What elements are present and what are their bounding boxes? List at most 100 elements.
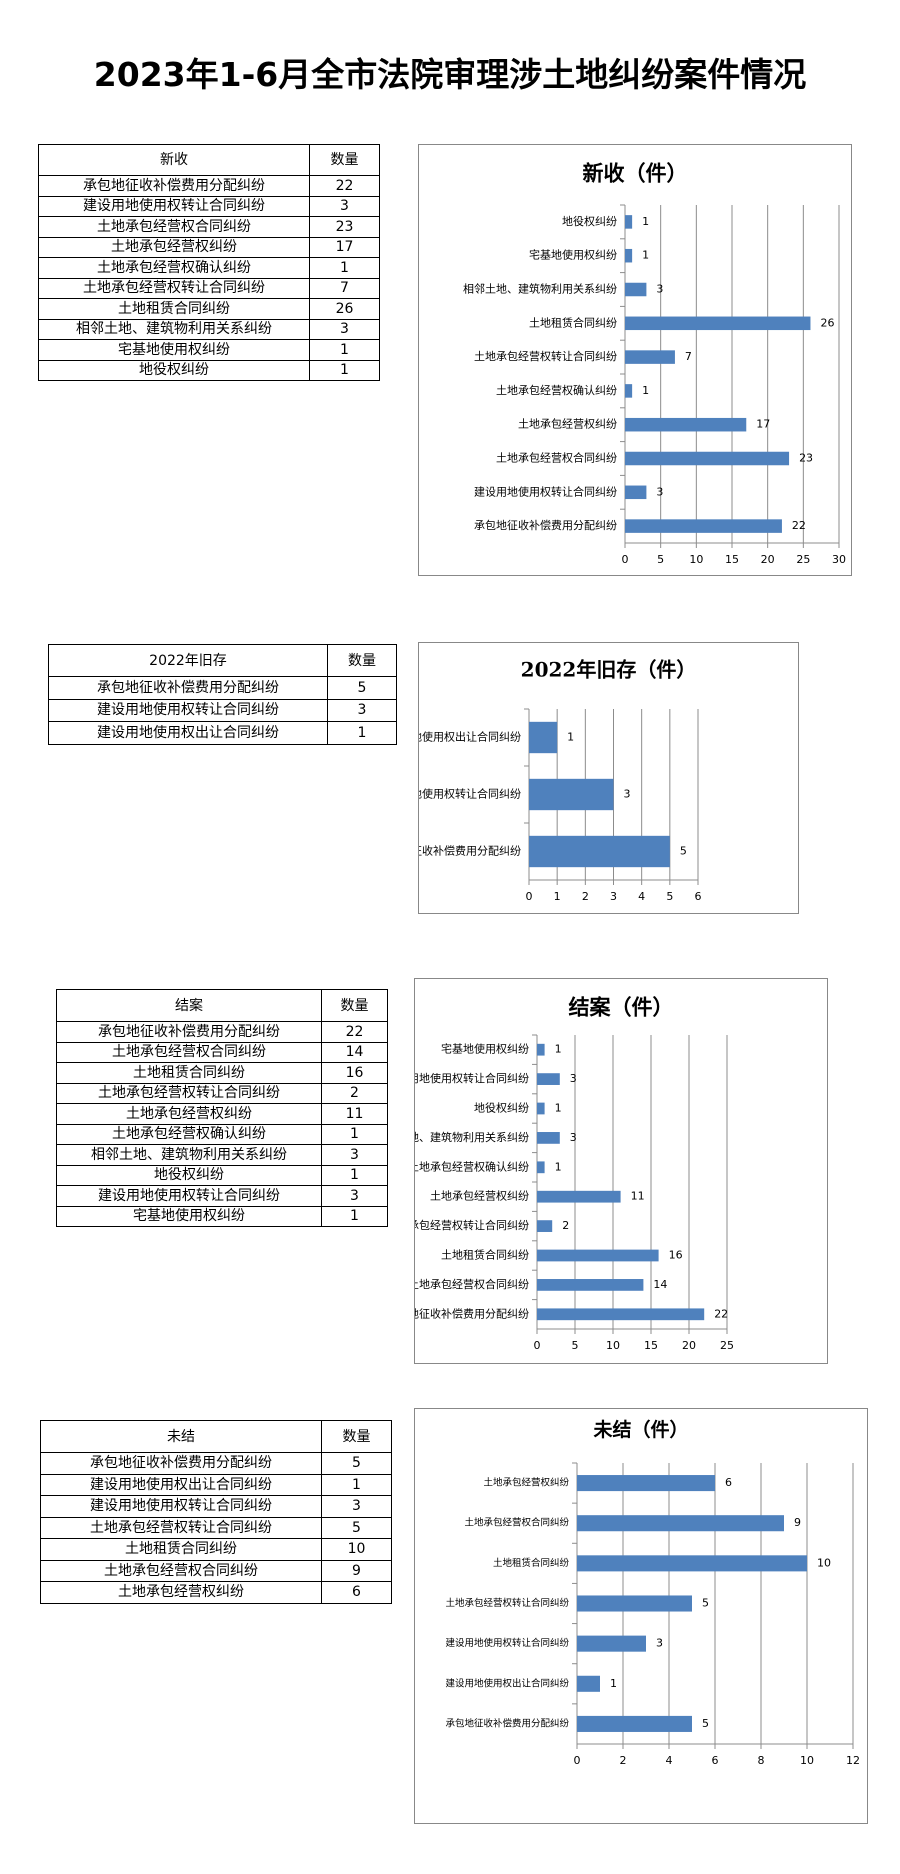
cell-count: 1 xyxy=(309,339,380,361)
data-label: 16 xyxy=(669,1249,683,1262)
cell-count: 3 xyxy=(321,1495,392,1518)
category-label: 承包地征收补偿费用分配纠纷 xyxy=(415,1306,529,1320)
data-label: 23 xyxy=(799,452,813,465)
table-row: 土地承包经营权合同纠纷 14 xyxy=(56,1041,388,1063)
bar xyxy=(537,1102,545,1115)
data-label: 26 xyxy=(820,316,834,329)
table-row: 土地承包经营权合同纠纷 9 xyxy=(40,1559,392,1582)
category-label: 相邻土地、建筑物利用关系纠纷 xyxy=(463,282,617,296)
x-tick-label: 8 xyxy=(758,1754,765,1767)
table-closed-cases: 结案 数量 承包地征收补偿费用分配纠纷 22 土地承包经营权合同纠纷 14 土地租赁合同纠纷… xyxy=(56,989,388,1227)
bar xyxy=(625,519,782,533)
cell-count: 1 xyxy=(321,1473,392,1496)
bar xyxy=(625,316,811,331)
table-row: 土地承包经营权合同纠纷 23 xyxy=(38,216,380,238)
category-label: 地役权纠纷 xyxy=(562,214,617,228)
data-label: 2 xyxy=(562,1219,569,1232)
table-row: 土地租赁合同纠纷 26 xyxy=(38,298,380,320)
cell-count: 1 xyxy=(321,1123,388,1145)
data-label: 1 xyxy=(642,215,649,228)
category-label: 土地承包经营权转让合同纠纷 xyxy=(474,349,617,363)
bar xyxy=(577,1555,807,1572)
table-row: 宅基地使用权纠纷 1 xyxy=(56,1205,388,1227)
x-tick-label: 6 xyxy=(712,1754,719,1767)
cell-category: 承包地征收补偿费用分配纠纷 xyxy=(48,676,328,700)
cell-count: 3 xyxy=(309,318,380,340)
table-row: 土地承包经营权转让合同纠纷 7 xyxy=(38,277,380,299)
data-label: 10 xyxy=(817,1556,831,1569)
bar xyxy=(537,1190,621,1203)
category-label: 土地租赁合同纠纷 xyxy=(529,315,617,329)
bar xyxy=(625,248,633,263)
data-label: 1 xyxy=(610,1677,617,1690)
cell-category: 地役权纠纷 xyxy=(38,359,310,381)
table-row: 土地租赁合同纠纷 16 xyxy=(56,1062,388,1084)
table-row: 建设用地使用权转让合同纠纷 3 xyxy=(56,1185,388,1207)
bar xyxy=(537,1220,553,1232)
cell-category: 建设用地使用权转让合同纠纷 xyxy=(38,195,310,217)
cell-count: 3 xyxy=(321,1144,388,1166)
header-count: 数量 xyxy=(309,144,380,176)
cell-category: 土地承包经营权合同纠纷 xyxy=(56,1041,322,1063)
data-label: 5 xyxy=(680,845,687,858)
category-label: 建设用地使用权转让合同纠纷 xyxy=(474,484,617,498)
bar xyxy=(529,835,670,868)
data-label: 1 xyxy=(555,1160,562,1173)
table-row: 承包地征收补偿费用分配纠纷 5 xyxy=(48,676,397,700)
data-label: 22 xyxy=(714,1307,728,1320)
x-tick-label: 10 xyxy=(606,1339,620,1352)
x-tick-label: 10 xyxy=(800,1754,814,1767)
cell-count: 3 xyxy=(321,1185,388,1207)
cell-category: 建设用地使用权出让合同纠纷 xyxy=(40,1473,322,1496)
table-row: 相邻土地、建筑物利用关系纠纷 3 xyxy=(56,1144,388,1166)
category-label: 承包地征收补偿费用分配纠纷 xyxy=(445,1717,569,1729)
bar xyxy=(625,417,747,432)
data-label: 1 xyxy=(567,731,574,744)
category-label: 宅基地使用权纠纷 xyxy=(441,1042,529,1056)
data-label: 5 xyxy=(702,1597,709,1610)
data-label: 22 xyxy=(792,519,806,532)
category-label: 建设用地使用权出让合同纠纷 xyxy=(419,730,521,744)
cell-category: 土地承包经营权确认纠纷 xyxy=(56,1123,322,1145)
chart-title: 未结（件） xyxy=(592,1418,688,1441)
table-new-cases: 新收 数量 承包地征收补偿费用分配纠纷 22 建设用地使用权转让合同纠纷 3 土地承包经营权… xyxy=(38,144,380,381)
cell-count: 26 xyxy=(309,298,380,320)
cell-category: 土地承包经营权转让合同纠纷 xyxy=(38,277,310,299)
x-tick-label: 2 xyxy=(582,890,589,903)
bar xyxy=(537,1043,545,1056)
cell-count: 11 xyxy=(321,1103,388,1125)
table-row: 土地承包经营权确认纠纷 1 xyxy=(38,257,380,279)
cell-count: 2 xyxy=(321,1082,388,1104)
chart-title: 2022年旧存（件） xyxy=(521,658,697,682)
bar xyxy=(537,1279,644,1291)
cell-count: 14 xyxy=(321,1041,388,1063)
chart-2022-pending: 2022年旧存（件） 0 1 2 3 4 5 6 建设用地使用权出让合同纠纷 1 建设用地使用权转让… xyxy=(418,642,799,914)
header-category: 结案 xyxy=(56,989,322,1022)
bar xyxy=(625,350,675,364)
bar xyxy=(537,1161,545,1174)
table-row: 地役权纠纷 1 xyxy=(38,359,380,381)
category-label: 建设用地使用权转让合同纠纷 xyxy=(419,787,521,801)
chart-new-cases: 新收（件） 0 5 10 15 20 25 30 地役权纠纷 1 宅基地使用权纠纷 1 相邻土地、建筑物… xyxy=(418,144,852,576)
cell-count: 17 xyxy=(309,236,380,258)
data-label: 3 xyxy=(656,485,663,498)
cell-category: 土地承包经营权确认纠纷 xyxy=(38,257,310,279)
cell-category: 土地承包经营权纠纷 xyxy=(56,1103,322,1125)
category-label: 承包地征收补偿费用分配纠纷 xyxy=(474,518,617,532)
x-tick-label: 25 xyxy=(796,553,810,566)
cell-category: 地役权纠纷 xyxy=(56,1164,322,1186)
bar xyxy=(625,451,790,466)
table-header-row: 结案 数量 xyxy=(56,989,388,1022)
table-header-row: 2022年旧存 数量 xyxy=(48,644,397,677)
bar xyxy=(537,1308,705,1321)
x-tick-label: 0 xyxy=(622,553,629,566)
table-row: 土地承包经营权纠纷 6 xyxy=(40,1581,392,1604)
category-label: 土地承包经营权转让合同纠纷 xyxy=(445,1597,569,1609)
x-tick-label: 15 xyxy=(725,553,739,566)
bar xyxy=(529,721,558,754)
chart-svg: 结案（件） 0 5 10 15 20 25 宅基地使用权纠纷 1 建设用地使用权转让合同纠纷 3 地役… xyxy=(415,995,734,1353)
cell-count: 10 xyxy=(321,1538,392,1561)
x-tick-label: 10 xyxy=(689,553,703,566)
header-category: 新收 xyxy=(38,144,310,176)
data-label: 11 xyxy=(631,1190,645,1203)
